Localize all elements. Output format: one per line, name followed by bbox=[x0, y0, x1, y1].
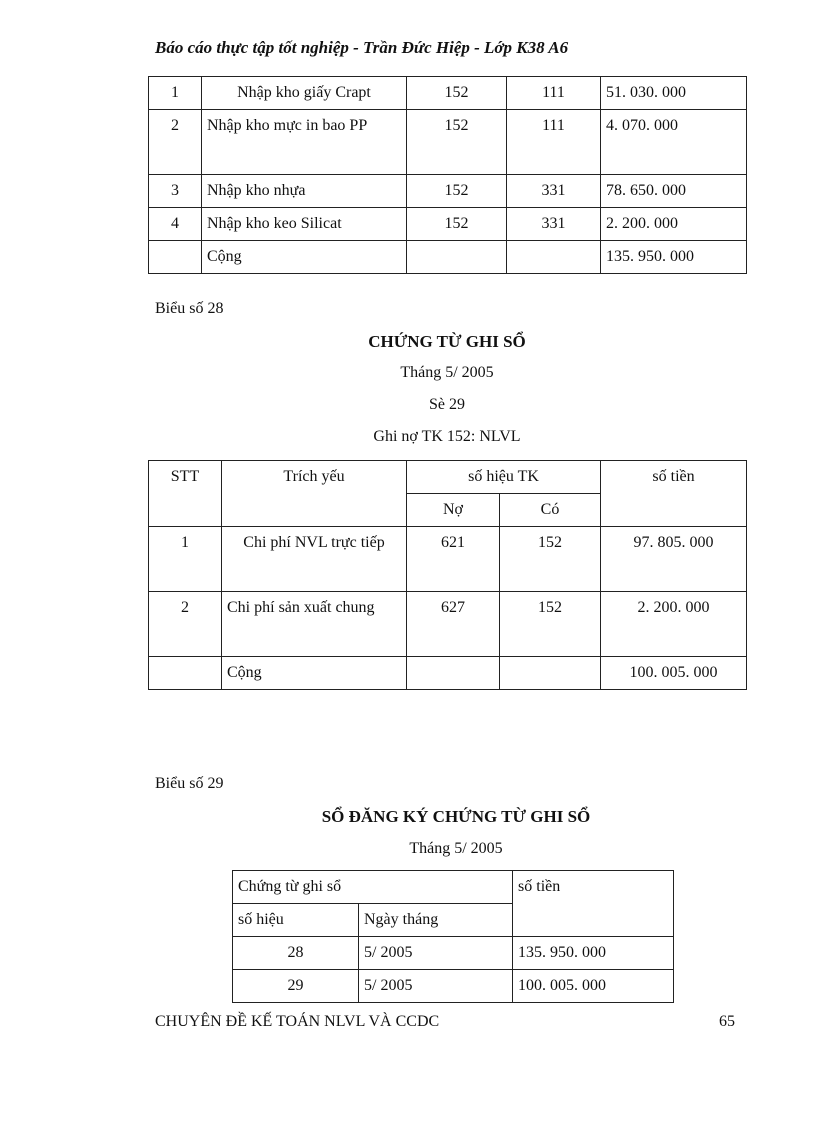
table-row: 28 5/ 2005 135. 950. 000 bbox=[232, 936, 675, 970]
cell-desc: Cộng bbox=[221, 656, 407, 690]
cell-no: 152 bbox=[406, 109, 507, 175]
cell-stt: 3 bbox=[148, 174, 202, 208]
cell-amount: 100. 005. 000 bbox=[600, 656, 747, 690]
cell-co bbox=[499, 656, 601, 690]
table-total-row: Cộng 135. 950. 000 bbox=[148, 240, 747, 274]
page-number: 65 bbox=[719, 1013, 735, 1030]
header-desc: Trích yếu bbox=[221, 460, 407, 527]
cell-co: 331 bbox=[506, 207, 601, 241]
cell-amount: 97. 805. 000 bbox=[600, 526, 747, 592]
cell-no: 152 bbox=[406, 174, 507, 208]
cell-amount: 4. 070. 000 bbox=[600, 109, 747, 175]
cell-no: 152 bbox=[406, 207, 507, 241]
table-row: 1 Nhập kho giấy Crapt 152 111 51. 030. 0… bbox=[148, 76, 747, 110]
table-row: 3 Nhập kho nhựa 152 331 78. 650. 000 bbox=[148, 174, 747, 208]
table-total-row: Cộng 100. 005. 000 bbox=[148, 656, 747, 690]
cell-stt bbox=[148, 240, 202, 274]
cell-stt: 4 bbox=[148, 207, 202, 241]
header-co: Có bbox=[499, 493, 601, 527]
table-header-row: số hiệu Ngày tháng bbox=[232, 903, 674, 937]
section-label: Biểu số 29 bbox=[155, 775, 224, 792]
cell-amount: 135. 950. 000 bbox=[512, 936, 675, 970]
header-account: số hiệu TK bbox=[406, 460, 601, 494]
cell-co: 331 bbox=[506, 174, 601, 208]
cell-co: 111 bbox=[506, 109, 601, 175]
cell-amount: 2. 200. 000 bbox=[600, 591, 747, 657]
cell-desc: Cộng bbox=[201, 240, 407, 274]
section-number: Sè 29 bbox=[429, 396, 465, 413]
cell-amount: 135. 950. 000 bbox=[600, 240, 747, 274]
cell-desc: Chi phí sản xuất chung bbox=[221, 591, 407, 657]
header-no: Nợ bbox=[406, 493, 500, 527]
header-voucher: Chứng từ ghi sổ bbox=[231, 870, 514, 904]
header-date: Ngày tháng bbox=[357, 903, 514, 937]
cell-no: 627 bbox=[406, 591, 500, 657]
table-header-row: Chứng từ ghi sổ số tiền bbox=[231, 870, 675, 937]
section-subtitle: Ghi nợ TK 152: NLVL bbox=[373, 428, 521, 445]
cell-number: 28 bbox=[232, 936, 359, 970]
cell-stt: 2 bbox=[148, 109, 202, 175]
cell-co: 152 bbox=[499, 526, 601, 592]
header-amount: số tiền bbox=[600, 460, 747, 527]
cell-amount: 78. 650. 000 bbox=[600, 174, 747, 208]
section-title: SỔ ĐĂNG KÝ CHỨNG TỪ GHI SỔ bbox=[321, 807, 591, 826]
header-amount: số tiền bbox=[512, 870, 675, 937]
table-header-row: STT Trích yếu số hiệu TK số tiền bbox=[148, 460, 747, 527]
cell-co: 152 bbox=[499, 591, 601, 657]
table-row: 29 5/ 2005 100. 005. 000 bbox=[232, 969, 675, 1003]
cell-amount: 100. 005. 000 bbox=[512, 969, 675, 1003]
cell-desc: Nhập kho giấy Crapt bbox=[201, 76, 407, 110]
section-month: Tháng 5/ 2005 bbox=[409, 840, 503, 857]
section-label: Biểu số 28 bbox=[155, 300, 224, 317]
cell-amount: 2. 200. 000 bbox=[600, 207, 747, 241]
header-number: số hiệu bbox=[232, 903, 359, 937]
cell-co: 111 bbox=[506, 76, 601, 110]
cell-desc: Chi phí NVL trực tiếp bbox=[221, 526, 407, 592]
cell-number: 29 bbox=[232, 969, 359, 1003]
cell-amount: 51. 030. 000 bbox=[600, 76, 747, 110]
cell-no: 621 bbox=[406, 526, 500, 592]
cell-date: 5/ 2005 bbox=[357, 969, 514, 1003]
cell-no: 152 bbox=[406, 76, 507, 110]
table-header-row: Nợ Có bbox=[149, 493, 747, 527]
table-row: 2 Chi phí sản xuất chung 627 152 2. 200.… bbox=[148, 591, 747, 657]
cell-stt: 1 bbox=[148, 526, 222, 592]
cell-co bbox=[506, 240, 601, 274]
cell-no bbox=[406, 240, 507, 274]
table-row: 2 Nhập kho mực in bao PP 152 111 4. 070.… bbox=[148, 109, 747, 175]
cell-no bbox=[406, 656, 500, 690]
table-voucher: STT Trích yếu số hiệu TK số tiền Nợ Có 1… bbox=[148, 460, 747, 690]
cell-desc: Nhập kho keo Silicat bbox=[201, 207, 407, 241]
cell-stt: 1 bbox=[148, 76, 202, 110]
table-row: 1 Chi phí NVL trực tiếp 621 152 97. 805.… bbox=[148, 526, 747, 592]
cell-stt bbox=[148, 656, 222, 690]
section-month: Tháng 5/ 2005 bbox=[400, 364, 494, 381]
table-row: 4 Nhập kho keo Silicat 152 331 2. 200. 0… bbox=[148, 207, 747, 241]
cell-desc: Nhập kho nhựa bbox=[201, 174, 407, 208]
header-stt: STT bbox=[148, 460, 222, 527]
footer-text: CHUYÊN ĐỀ KẾ TOÁN NLVL VÀ CCDC bbox=[155, 1013, 440, 1030]
page-header: Báo cáo thực tập tốt nghiệp - Trần Đức H… bbox=[155, 38, 569, 57]
section-title: CHỨNG TỪ GHI SỔ bbox=[368, 332, 526, 351]
cell-desc: Nhập kho mực in bao PP bbox=[201, 109, 407, 175]
cell-stt: 2 bbox=[148, 591, 222, 657]
cell-date: 5/ 2005 bbox=[357, 936, 514, 970]
table-register: Chứng từ ghi sổ số tiền số hiệu Ngày thá… bbox=[231, 870, 675, 1003]
table-receipts: 1 Nhập kho giấy Crapt 152 111 51. 030. 0… bbox=[148, 76, 747, 274]
